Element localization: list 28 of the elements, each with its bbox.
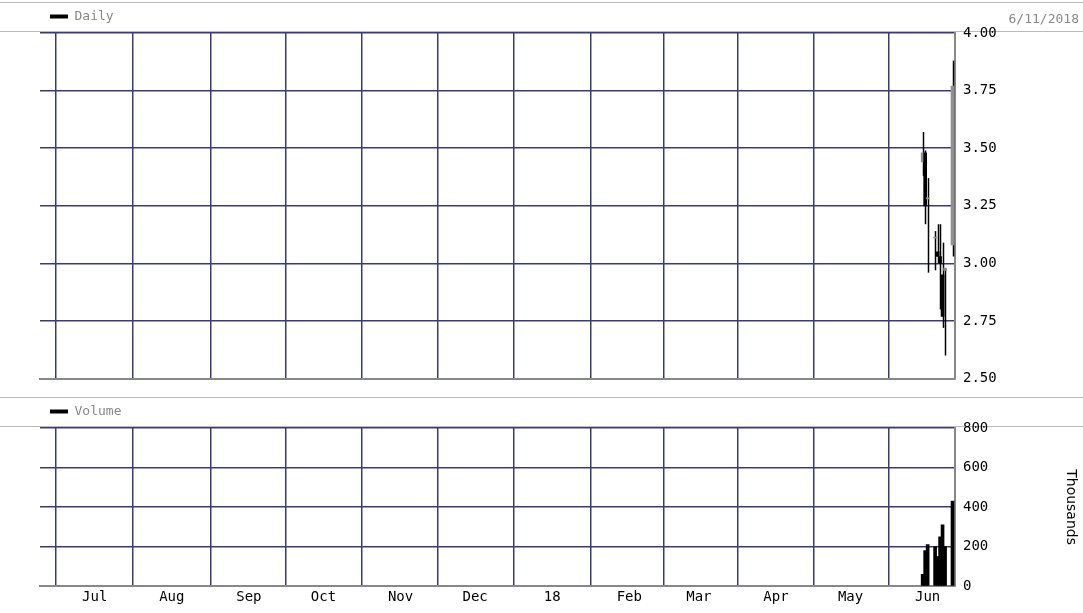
- y-tick-label: 3.25: [963, 196, 997, 213]
- y-tick-label: 4.00: [963, 23, 997, 40]
- y-axis-title: Thousands: [1063, 468, 1080, 545]
- x-tick-label: Jul: [82, 588, 108, 605]
- legend-label: Daily: [74, 7, 114, 23]
- x-tick-label: Apr: [763, 588, 789, 605]
- y-tick-label: 2.50: [963, 369, 997, 386]
- y-tick-label: 3.50: [963, 138, 997, 155]
- y-tick-label: 200: [963, 537, 989, 554]
- legend-label: Volume: [74, 402, 122, 418]
- x-tick-label: May: [837, 588, 864, 605]
- text: 6/11/2018: [1008, 11, 1079, 27]
- x-tick-label: Sep: [236, 588, 262, 605]
- x-tick-label: Dec: [462, 588, 488, 605]
- y-tick-label: 3.75: [963, 81, 997, 98]
- y-tick-label: 400: [963, 497, 989, 514]
- x-tick-label: Oct: [310, 588, 337, 605]
- x-tick-label: Mar: [686, 588, 712, 605]
- x-tick-label: Feb: [616, 588, 642, 605]
- y-tick-label: 0: [963, 576, 972, 593]
- y-tick-label: 800: [963, 418, 989, 435]
- x-tick-label: Jun: [915, 588, 941, 605]
- x-tick-label: Nov: [387, 588, 414, 605]
- x-tick-label: Aug: [159, 588, 185, 605]
- y-tick-label: 2.75: [963, 311, 997, 328]
- y-tick-label: 600: [963, 458, 989, 475]
- y-tick-label: 3.00: [963, 254, 997, 271]
- x-tick-label: 18: [543, 588, 561, 605]
